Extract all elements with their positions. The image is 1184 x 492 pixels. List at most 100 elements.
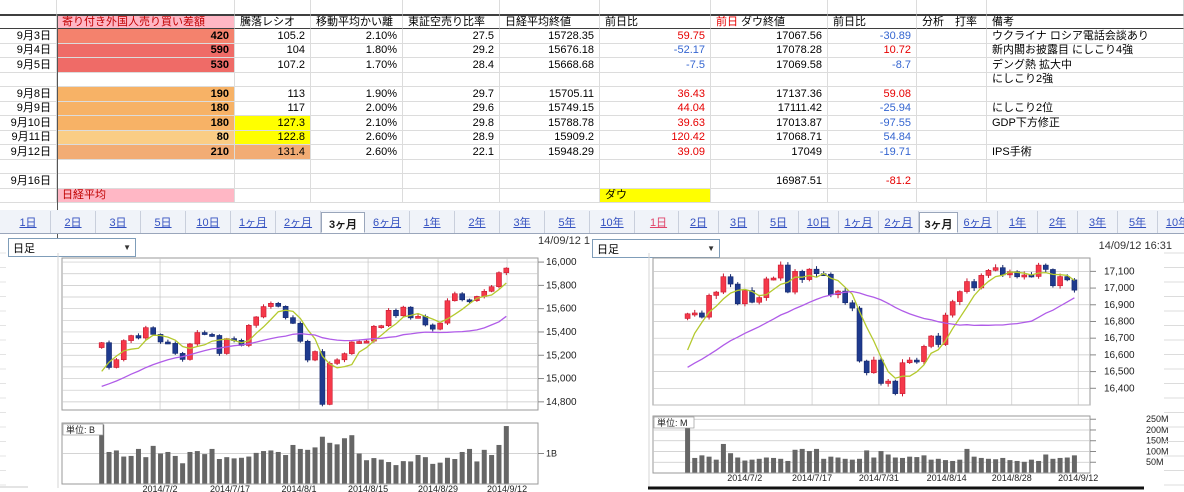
table-cell[interactable] xyxy=(403,0,500,15)
table-cell[interactable]: 17111.42 xyxy=(711,101,828,116)
table-cell[interactable]: 16987.51 xyxy=(711,174,828,189)
table-cell[interactable] xyxy=(311,72,403,87)
table-cell[interactable] xyxy=(917,0,987,15)
table-cell[interactable] xyxy=(828,72,917,87)
table-cell[interactable]: -7.5 xyxy=(600,58,711,73)
table-cell[interactable] xyxy=(711,159,828,174)
table-cell[interactable]: 1.90% xyxy=(311,87,403,102)
row-header[interactable]: 9月8日 xyxy=(0,87,57,102)
table-cell[interactable]: 28.4 xyxy=(403,58,500,73)
column-header[interactable]: 前日比 xyxy=(828,14,917,29)
table-cell[interactable] xyxy=(917,58,987,73)
column-header[interactable]: 騰落レシオ xyxy=(235,14,311,29)
table-cell[interactable]: 120.42 xyxy=(600,130,711,145)
table-cell[interactable] xyxy=(711,72,828,87)
table-cell[interactable]: 190 xyxy=(57,87,235,102)
table-cell[interactable]: 17067.56 xyxy=(711,29,828,44)
table-cell[interactable] xyxy=(711,0,828,15)
table-cell[interactable]: 15728.35 xyxy=(500,29,600,44)
table-cell[interactable] xyxy=(917,43,987,58)
table-cell[interactable] xyxy=(311,174,403,189)
table-cell[interactable] xyxy=(917,29,987,44)
table-cell[interactable] xyxy=(311,188,403,203)
table-cell[interactable]: 127.3 xyxy=(235,116,311,131)
table-cell[interactable]: 210 xyxy=(57,145,235,160)
table-cell[interactable]: -52.17 xyxy=(600,43,711,58)
row-header[interactable]: 9月5日 xyxy=(0,58,57,73)
tab-1年[interactable]: 1年 xyxy=(998,210,1038,233)
table-cell[interactable]: 44.04 xyxy=(600,101,711,116)
table-cell[interactable]: 420 xyxy=(57,29,235,44)
row-header[interactable]: 9月11日 xyxy=(0,130,57,145)
tab-1日[interactable]: 1日 xyxy=(639,210,679,233)
table-cell[interactable]: 29.6 xyxy=(403,101,500,116)
table-cell[interactable]: -8.7 xyxy=(828,58,917,73)
tab-6ヶ月[interactable]: 6ヶ月 xyxy=(365,210,410,233)
row-header[interactable]: 9月12日 xyxy=(0,145,57,160)
table-cell[interactable]: 15948.29 xyxy=(500,145,600,160)
table-cell[interactable]: 180 xyxy=(57,101,235,116)
table-cell[interactable] xyxy=(917,72,987,87)
tab-5年[interactable]: 5年 xyxy=(1118,210,1158,233)
table-cell[interactable]: ダウ xyxy=(600,188,711,203)
tab-3ヶ月[interactable]: 3ヶ月 xyxy=(321,212,365,233)
table-cell[interactable]: 29.8 xyxy=(403,116,500,131)
table-cell[interactable]: 17068.71 xyxy=(711,130,828,145)
table-cell[interactable]: 54.84 xyxy=(828,130,917,145)
table-cell[interactable] xyxy=(235,72,311,87)
table-cell[interactable] xyxy=(235,188,311,203)
table-cell[interactable] xyxy=(235,174,311,189)
table-cell[interactable]: 59.08 xyxy=(828,87,917,102)
table-cell[interactable]: 39.63 xyxy=(600,116,711,131)
table-cell[interactable] xyxy=(828,188,917,203)
table-cell[interactable]: 104 xyxy=(235,43,311,58)
table-cell[interactable]: 17078.28 xyxy=(711,43,828,58)
table-cell[interactable]: 15909.2 xyxy=(500,130,600,145)
table-cell[interactable]: 2.00% xyxy=(311,101,403,116)
table-cell[interactable] xyxy=(500,188,600,203)
tab-1日[interactable]: 1日 xyxy=(6,210,51,233)
table-cell[interactable]: 131.4 xyxy=(235,145,311,160)
nikkei-interval-select[interactable]: 日足 ▼ xyxy=(8,238,136,257)
table-cell[interactable] xyxy=(500,0,600,15)
tab-3日[interactable]: 3日 xyxy=(719,210,759,233)
column-header[interactable]: 分析 打率 xyxy=(917,14,987,29)
tab-10日[interactable]: 10日 xyxy=(799,210,839,233)
column-header[interactable] xyxy=(0,14,57,29)
column-header[interactable]: 前日 ダウ終値 xyxy=(711,14,828,29)
table-cell[interactable]: 17049 xyxy=(711,145,828,160)
tab-2ヶ月[interactable]: 2ヶ月 xyxy=(276,210,321,233)
tab-2日[interactable]: 2日 xyxy=(51,210,96,233)
tab-10年[interactable]: 10年 xyxy=(1158,211,1184,233)
tab-5日[interactable]: 5日 xyxy=(759,210,799,233)
table-cell[interactable]: -30.89 xyxy=(828,29,917,44)
table-cell[interactable]: 27.5 xyxy=(403,29,500,44)
column-header[interactable]: 前日比 xyxy=(600,14,711,29)
table-cell[interactable]: 180 xyxy=(57,116,235,131)
tab-5日[interactable]: 5日 xyxy=(141,210,186,233)
table-cell[interactable]: -81.2 xyxy=(828,174,917,189)
table-cell[interactable] xyxy=(403,174,500,189)
table-cell[interactable]: 15749.15 xyxy=(500,101,600,116)
table-cell[interactable] xyxy=(235,0,311,15)
table-cell[interactable] xyxy=(917,188,987,203)
table-cell[interactable]: 530 xyxy=(57,58,235,73)
table-cell[interactable] xyxy=(235,159,311,174)
table-cell[interactable] xyxy=(500,159,600,174)
table-cell[interactable] xyxy=(500,174,600,189)
table-cell[interactable]: -97.55 xyxy=(828,116,917,131)
table-cell[interactable] xyxy=(917,159,987,174)
table-cell[interactable]: 2.60% xyxy=(311,145,403,160)
tab-3ヶ月[interactable]: 3ヶ月 xyxy=(919,212,958,233)
table-cell[interactable] xyxy=(917,116,987,131)
column-header[interactable]: 東証空売り比率 xyxy=(403,14,500,29)
tab-5年[interactable]: 5年 xyxy=(545,210,590,233)
table-cell[interactable]: 105.2 xyxy=(235,29,311,44)
table-cell[interactable] xyxy=(57,174,235,189)
row-header[interactable] xyxy=(0,159,57,174)
table-cell[interactable]: 107.2 xyxy=(235,58,311,73)
tab-10日[interactable]: 10日 xyxy=(186,210,231,233)
table-cell[interactable]: 日経平均 xyxy=(57,188,235,203)
table-cell[interactable]: 29.7 xyxy=(403,87,500,102)
table-cell[interactable]: 59.75 xyxy=(600,29,711,44)
